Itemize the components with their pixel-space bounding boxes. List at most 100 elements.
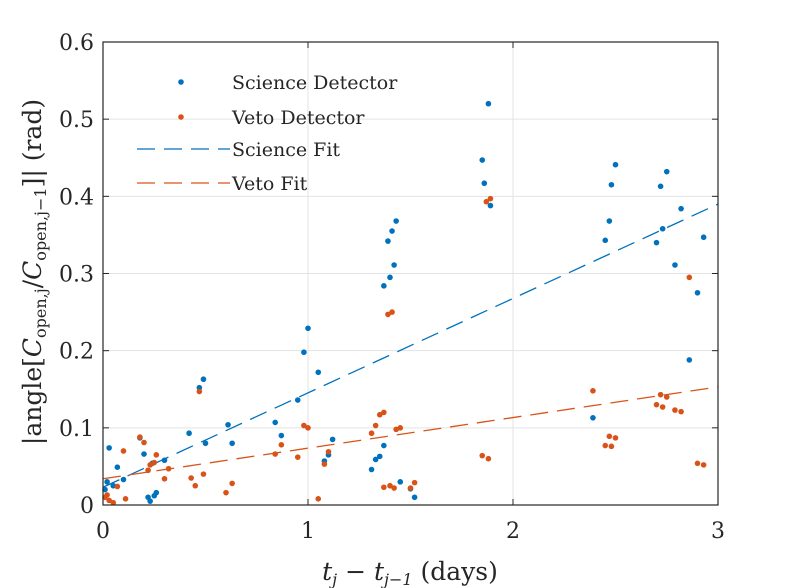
- science-detector-point: [411, 494, 418, 501]
- veto-detector-point: [385, 311, 391, 318]
- legend-marker-veto-detector: [178, 114, 184, 120]
- science-detector-point: [487, 202, 494, 209]
- science-detector-point: [606, 218, 613, 224]
- veto-detector-point: [106, 497, 112, 504]
- veto-detector-point: [694, 460, 701, 467]
- science-detector-point: [114, 464, 121, 470]
- legend-marker-science-detector: [178, 79, 184, 85]
- veto-detector-point: [659, 404, 666, 410]
- science-detector-point: [186, 430, 192, 437]
- y-tick-label: 0.4: [59, 185, 94, 210]
- science-detector-point: [368, 466, 375, 473]
- veto-detector-point: [381, 409, 387, 416]
- veto-detector-point: [590, 387, 596, 394]
- veto-detector-point: [223, 489, 229, 496]
- science-detector-point: [200, 376, 207, 383]
- science-detector-point: [272, 419, 279, 426]
- legend: Science Detector Veto Detector Science F…: [137, 72, 398, 195]
- veto-detector-point: [229, 480, 235, 487]
- science-detector-point: [694, 289, 701, 296]
- veto-detector-point: [278, 442, 285, 448]
- science-detector-point: [481, 180, 488, 187]
- veto-detector-point: [700, 462, 707, 468]
- veto-detector-point: [200, 471, 207, 477]
- y-axis-title: |angle[Copen,j/Copen,j−1]| (rad): [18, 99, 50, 445]
- y-tick-label: 0.5: [59, 108, 94, 133]
- data-points: [102, 100, 707, 506]
- grid-lines: [102, 41, 719, 506]
- veto-detector-point: [411, 479, 418, 486]
- science-detector-point: [387, 274, 393, 281]
- veto-detector-point: [657, 391, 664, 398]
- veto-detector-point: [192, 482, 199, 489]
- veto-detector-point: [391, 485, 397, 491]
- legend-label-science-detector: Science Detector: [232, 72, 398, 94]
- veto-detector-point: [407, 485, 414, 491]
- veto-detector-point: [137, 434, 143, 440]
- veto-detector-point: [487, 195, 494, 202]
- science-detector-point: [196, 384, 203, 391]
- veto-detector-point: [479, 452, 486, 459]
- veto-detector-point: [485, 455, 492, 462]
- science-detector-point: [391, 262, 397, 268]
- science-detector-point: [315, 369, 322, 376]
- science-detector-point: [485, 100, 492, 107]
- veto-detector-point: [122, 496, 129, 502]
- veto-detector-point: [272, 451, 279, 457]
- science-detector-point: [141, 451, 147, 457]
- x-tick-label: 3: [711, 519, 725, 544]
- veto-detector-point: [305, 425, 311, 431]
- veto-detector-point: [315, 496, 322, 502]
- y-tick-label: 0.3: [59, 263, 94, 288]
- science-detector-point: [393, 218, 399, 224]
- science-detector-point: [294, 397, 301, 403]
- veto-detector-point: [653, 401, 660, 408]
- science-detector-point: [608, 181, 615, 188]
- legend-label-veto-detector: Veto Detector: [231, 107, 365, 129]
- veto-detector-point: [372, 422, 379, 429]
- veto-detector-point: [188, 475, 194, 481]
- veto-detector-point: [686, 274, 693, 281]
- legend-label-veto-fit: Veto Fit: [231, 173, 308, 195]
- fit-lines: [102, 203, 719, 488]
- veto-detector-point: [153, 452, 160, 458]
- science-detector-point: [381, 283, 387, 289]
- veto-detector-point: [608, 443, 615, 450]
- veto-detector-point: [678, 408, 684, 415]
- science-detector-point: [153, 489, 160, 496]
- veto-detector-point: [114, 483, 121, 490]
- science-detector-point: [229, 440, 235, 447]
- science-detector-point: [479, 157, 486, 163]
- science-detector-point: [147, 498, 153, 504]
- veto-detector-point: [151, 459, 158, 466]
- science-detector-point: [329, 436, 336, 443]
- veto-detector-point: [606, 433, 613, 440]
- veto-detector-point: [389, 309, 395, 315]
- science-detector-point: [657, 183, 664, 190]
- veto-detector-point: [145, 467, 151, 474]
- science-detector-point: [385, 238, 391, 244]
- science-detector-point: [389, 228, 395, 234]
- science-detector-point: [301, 349, 307, 356]
- science-detector-point: [659, 225, 666, 232]
- science-detector-point: [700, 234, 707, 241]
- science-detector-point: [612, 161, 619, 168]
- science-detector-point: [678, 205, 684, 212]
- veto-fit-line: [102, 386, 719, 480]
- veto-detector-point: [161, 475, 168, 482]
- science-detector-point: [278, 432, 285, 439]
- x-tick-label: 2: [506, 519, 520, 544]
- science-detector-point: [663, 168, 670, 175]
- veto-detector-point: [483, 198, 490, 205]
- science-detector-point: [106, 445, 112, 451]
- veto-detector-point: [325, 448, 332, 455]
- y-tick-label: 0.1: [59, 417, 94, 442]
- veto-detector-point: [294, 454, 301, 460]
- science-detector-point: [102, 486, 108, 493]
- veto-detector-point: [387, 482, 393, 489]
- x-tick-label: 1: [301, 519, 315, 544]
- y-tick-label: 0.2: [59, 340, 94, 365]
- veto-detector-point: [368, 430, 375, 437]
- science-detector-point: [376, 453, 383, 460]
- x-tick-label: 0: [96, 519, 110, 544]
